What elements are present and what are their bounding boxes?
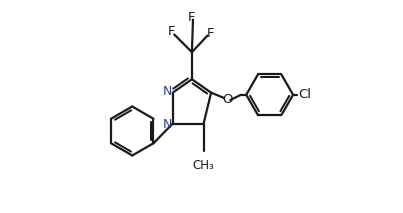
Text: N: N [163,85,172,98]
Text: F: F [206,26,214,40]
Text: N: N [163,118,172,131]
Text: CH₃: CH₃ [193,159,214,172]
Text: F: F [188,10,196,24]
Text: F: F [168,25,175,39]
Text: O: O [222,92,232,106]
Text: Cl: Cl [298,88,311,101]
